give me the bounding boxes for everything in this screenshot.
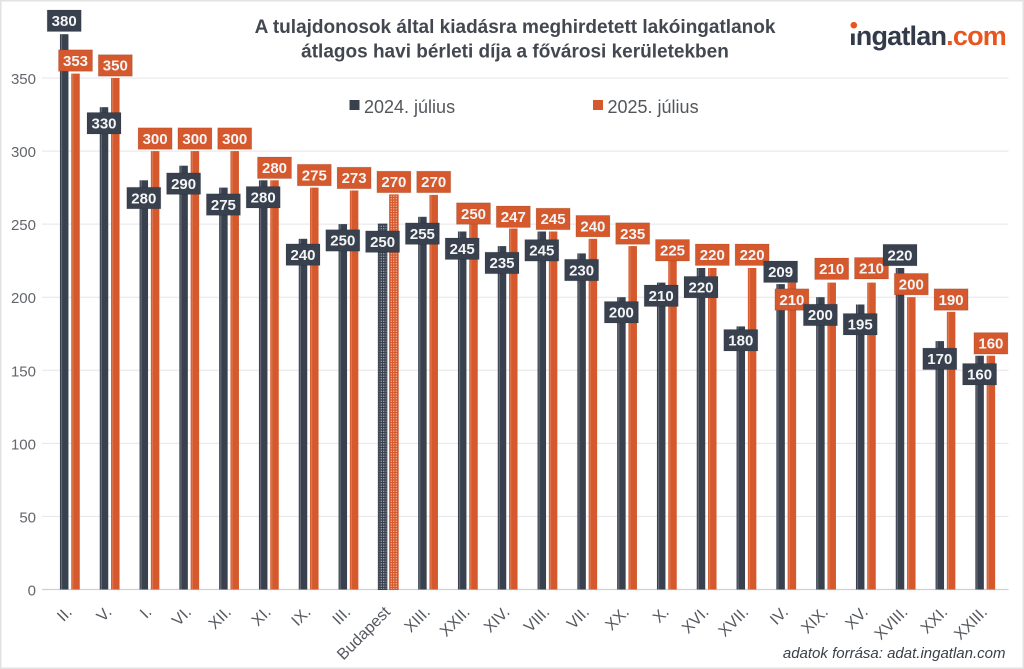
svg-text:100: 100 [11,436,36,453]
svg-text:150: 150 [11,363,36,380]
svg-text:ingatlan.com: ingatlan.com [849,21,1006,51]
svg-text:250: 250 [461,206,486,223]
svg-text:180: 180 [728,333,753,350]
svg-text:240: 240 [290,247,315,264]
svg-text:200: 200 [808,307,833,324]
svg-text:209: 209 [768,264,793,281]
svg-text:160: 160 [967,367,992,384]
svg-text:300: 300 [11,144,36,161]
svg-text:160: 160 [978,336,1003,353]
svg-text:270: 270 [421,174,446,191]
svg-text:247: 247 [501,209,526,226]
svg-text:353: 353 [63,53,88,70]
svg-text:A tulajdonosok által kiadásra: A tulajdonosok által kiadásra meghirdete… [255,17,776,38]
svg-text:255: 255 [410,226,435,243]
svg-text:210: 210 [779,292,804,309]
svg-text:220: 220 [740,247,765,264]
svg-text:245: 245 [529,243,554,260]
svg-text:210: 210 [819,261,844,278]
svg-text:235: 235 [620,226,645,243]
svg-text:0: 0 [28,583,36,600]
svg-text:245: 245 [541,211,566,228]
svg-text:200: 200 [11,290,36,307]
svg-text:210: 210 [649,288,674,305]
svg-text:280: 280 [262,160,287,177]
svg-text:240: 240 [580,218,605,235]
svg-text:350: 350 [11,71,36,88]
svg-text:300: 300 [222,131,247,148]
svg-text:170: 170 [927,351,952,368]
svg-text:átlagos havi bérleti díja a fő: átlagos havi bérleti díja a fővárosi ker… [301,42,729,63]
svg-text:300: 300 [143,131,168,148]
svg-text:2024. július: 2024. július [364,97,455,117]
svg-text:270: 270 [381,174,406,191]
svg-text:200: 200 [609,305,634,322]
svg-text:290: 290 [171,176,196,193]
svg-text:220: 220 [688,279,713,296]
svg-text:330: 330 [91,116,116,133]
svg-text:190: 190 [939,292,964,309]
svg-text:220: 220 [887,247,912,264]
svg-text:300: 300 [182,131,207,148]
svg-text:225: 225 [660,243,685,260]
svg-text:250: 250 [330,233,355,250]
svg-text:350: 350 [103,58,128,75]
svg-text:50: 50 [19,509,36,526]
svg-text:195: 195 [848,317,873,334]
svg-text:200: 200 [899,276,924,293]
svg-text:273: 273 [342,170,367,187]
svg-text:250: 250 [370,234,395,251]
svg-text:280: 280 [251,190,276,207]
svg-text:245: 245 [450,241,475,258]
svg-text:280: 280 [131,190,156,207]
svg-text:adatok forrása: adat.ingatlan.: adatok forrása: adat.ingatlan.com [783,645,1006,662]
svg-text:230: 230 [569,262,594,279]
svg-text:250: 250 [11,217,36,234]
svg-text:220: 220 [700,247,725,264]
svg-text:235: 235 [489,255,514,272]
svg-text:275: 275 [211,197,236,214]
svg-text:210: 210 [859,261,884,278]
svg-text:275: 275 [302,167,327,184]
svg-text:2025. július: 2025. július [608,97,699,117]
svg-text:380: 380 [52,13,77,30]
